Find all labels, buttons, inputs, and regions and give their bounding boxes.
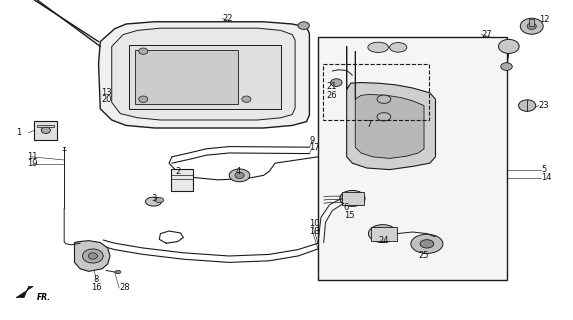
Ellipse shape xyxy=(377,113,391,121)
Text: 5: 5 xyxy=(541,165,547,174)
Bar xyxy=(318,37,507,280)
Text: 26: 26 xyxy=(327,92,337,100)
Ellipse shape xyxy=(519,100,536,111)
Text: FR.: FR. xyxy=(37,293,52,302)
Ellipse shape xyxy=(235,172,244,179)
Ellipse shape xyxy=(368,42,388,52)
Ellipse shape xyxy=(411,234,443,253)
Text: 2: 2 xyxy=(175,167,180,176)
Ellipse shape xyxy=(420,240,434,248)
Ellipse shape xyxy=(139,48,148,54)
Ellipse shape xyxy=(83,249,103,263)
Ellipse shape xyxy=(155,197,164,203)
Ellipse shape xyxy=(146,197,162,206)
Text: 8: 8 xyxy=(93,276,99,284)
Ellipse shape xyxy=(139,96,148,102)
Text: 27: 27 xyxy=(481,30,492,39)
Ellipse shape xyxy=(41,127,50,133)
Text: 22: 22 xyxy=(222,14,233,23)
Text: 6: 6 xyxy=(344,204,349,212)
Text: 28: 28 xyxy=(119,284,130,292)
Ellipse shape xyxy=(242,96,251,102)
Text: 23: 23 xyxy=(539,101,550,110)
Text: 25: 25 xyxy=(418,252,429,260)
Bar xyxy=(129,45,281,109)
Text: 3: 3 xyxy=(151,194,156,203)
Text: 19: 19 xyxy=(28,159,38,168)
Text: 10: 10 xyxy=(309,220,320,228)
Text: 17: 17 xyxy=(309,143,320,152)
Text: 7: 7 xyxy=(367,120,372,129)
Polygon shape xyxy=(99,22,309,128)
Text: 1: 1 xyxy=(17,128,22,137)
Text: 9: 9 xyxy=(309,136,315,145)
Ellipse shape xyxy=(501,63,512,70)
Text: 20: 20 xyxy=(101,95,112,104)
Bar xyxy=(171,169,193,191)
Bar xyxy=(34,121,57,140)
Text: 12: 12 xyxy=(539,15,549,24)
Text: 21: 21 xyxy=(327,82,337,91)
Ellipse shape xyxy=(331,79,342,86)
Text: 15: 15 xyxy=(344,211,354,220)
Bar xyxy=(342,192,364,205)
Ellipse shape xyxy=(340,190,365,206)
Ellipse shape xyxy=(229,169,250,182)
Bar xyxy=(135,50,238,104)
Bar xyxy=(529,19,534,26)
Ellipse shape xyxy=(298,22,309,29)
Text: 4: 4 xyxy=(235,167,241,176)
Text: 13: 13 xyxy=(101,88,112,97)
Text: 18: 18 xyxy=(309,227,320,236)
Ellipse shape xyxy=(368,225,397,243)
Ellipse shape xyxy=(88,253,97,259)
Polygon shape xyxy=(16,286,33,298)
Bar xyxy=(371,227,397,241)
Ellipse shape xyxy=(390,43,407,52)
Polygon shape xyxy=(355,51,424,158)
Ellipse shape xyxy=(520,18,543,34)
Polygon shape xyxy=(347,46,435,170)
Text: 14: 14 xyxy=(541,173,552,182)
Ellipse shape xyxy=(115,270,121,274)
Polygon shape xyxy=(112,28,295,120)
Text: 24: 24 xyxy=(378,236,388,245)
Bar xyxy=(37,125,54,127)
Bar xyxy=(323,64,429,120)
Text: 16: 16 xyxy=(91,284,101,292)
Ellipse shape xyxy=(499,39,519,53)
Ellipse shape xyxy=(377,95,391,103)
Polygon shape xyxy=(74,241,110,271)
Ellipse shape xyxy=(527,23,536,29)
Text: 11: 11 xyxy=(28,152,38,161)
